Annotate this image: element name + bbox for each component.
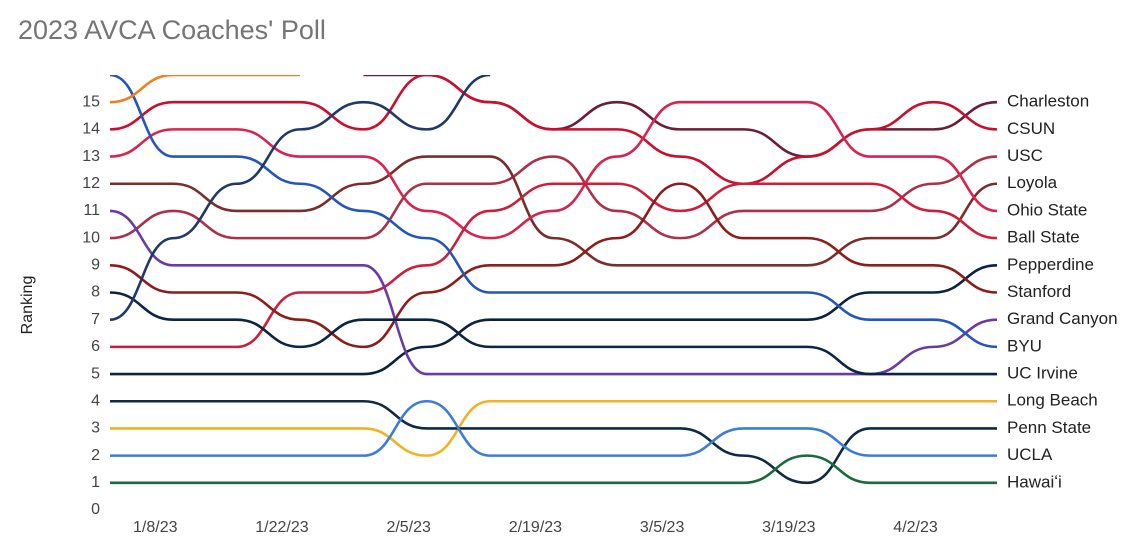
- x-tick-label: 2/5/23: [386, 519, 431, 536]
- series-line: [110, 454, 997, 485]
- y-tick-label: 10: [82, 229, 100, 246]
- series-label: Ohio State: [1007, 200, 1087, 219]
- series-label: CSUN: [1007, 119, 1055, 138]
- series-label: BYU: [1007, 336, 1042, 355]
- y-axis-label: Ranking: [19, 276, 36, 335]
- series-label: Long Beach: [1007, 391, 1098, 410]
- series-label: UCLA: [1007, 445, 1053, 464]
- y-tick-label: 6: [91, 338, 100, 355]
- series-line: [109, 182, 998, 349]
- series-line: [109, 75, 998, 349]
- series-line: [109, 155, 998, 240]
- y-tick-label: 11: [83, 202, 100, 219]
- x-tick-label: 2/19/23: [509, 519, 562, 536]
- x-tick-label: 3/5/23: [640, 519, 685, 536]
- y-tick-label: 14: [82, 121, 100, 138]
- series-label: Hawaiʻi: [1007, 472, 1062, 491]
- series-line: [110, 399, 997, 457]
- y-tick-label: 15: [82, 93, 100, 110]
- series-label: Charleston: [1007, 92, 1089, 111]
- series-label: Ball State: [1007, 228, 1080, 247]
- series-line: [110, 399, 997, 457]
- y-tick-label: 8: [91, 284, 100, 301]
- series-line: [109, 75, 491, 321]
- series-line: [109, 75, 998, 186]
- series-line: [109, 75, 301, 104]
- series-label: Grand Canyon: [1007, 309, 1118, 328]
- x-tick-label: 1/8/23: [133, 519, 178, 536]
- series-label: Stanford: [1007, 282, 1071, 301]
- y-tick-label: 12: [82, 175, 100, 192]
- series-line: [110, 264, 998, 376]
- series-line: [109, 399, 997, 485]
- y-tick-label: 9: [91, 257, 100, 274]
- series-line: [109, 100, 998, 240]
- series-label: UC Irvine: [1007, 364, 1078, 383]
- y-tick-label: 0: [91, 501, 100, 518]
- series-label: Penn State: [1007, 418, 1091, 437]
- x-tick-label: 4/2/23: [893, 519, 938, 536]
- series-line: [109, 182, 998, 349]
- y-tick-label: 4: [91, 392, 100, 409]
- series-label: Pepperdine: [1007, 255, 1094, 274]
- x-tick-label: 3/19/23: [762, 519, 815, 536]
- chart-title: 2023 AVCA Coaches' Poll: [18, 15, 326, 45]
- plot-area: [109, 75, 998, 485]
- series-label: USC: [1007, 146, 1043, 165]
- y-tick-label: 2: [91, 447, 100, 464]
- y-tick-label: 1: [91, 474, 100, 491]
- y-tick-label: 5: [91, 365, 100, 382]
- y-tick-label: 7: [91, 311, 100, 328]
- x-tick-label: 1/22/23: [255, 519, 308, 536]
- y-tick-label: 13: [82, 148, 100, 165]
- y-tick-label: 3: [91, 420, 100, 437]
- series-line: [109, 291, 997, 376]
- series-line: [110, 155, 998, 267]
- series-label: Loyola: [1007, 173, 1058, 192]
